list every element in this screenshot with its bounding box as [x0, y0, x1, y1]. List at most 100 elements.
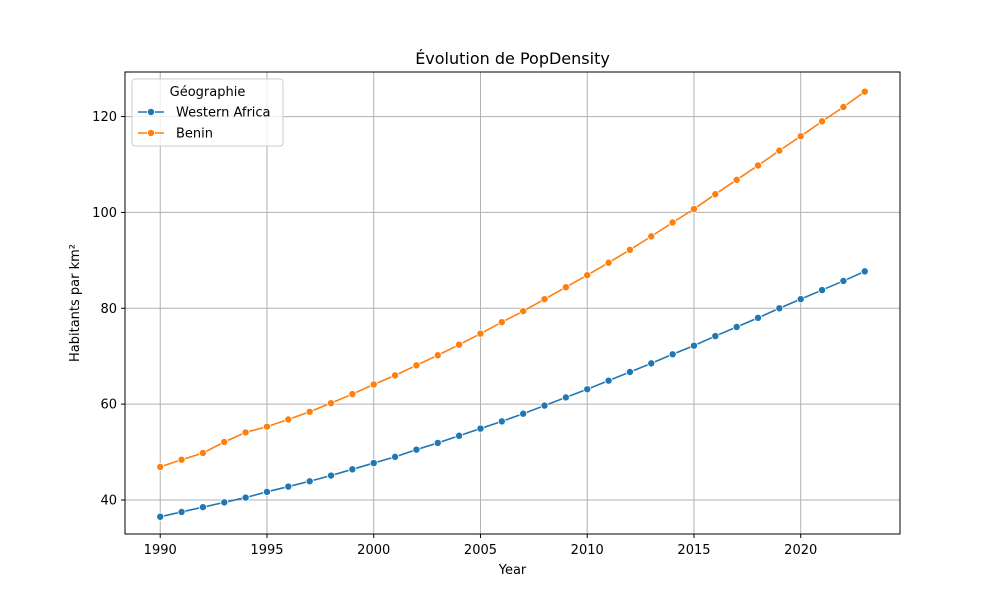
data-point-western-africa	[818, 286, 827, 295]
plot-area	[125, 72, 900, 534]
legend-label: Benin	[176, 127, 213, 142]
data-point-benin	[198, 449, 207, 458]
data-point-benin	[668, 218, 677, 227]
data-point-benin	[369, 380, 378, 389]
data-point-western-africa	[796, 295, 805, 304]
legend-entries: Western Africa Benin	[138, 106, 271, 142]
data-point-benin	[262, 422, 271, 431]
legend-entry-benin: Benin	[138, 127, 213, 142]
data-point-western-africa	[625, 368, 634, 377]
data-point-benin	[775, 146, 784, 155]
data-point-benin	[647, 232, 656, 241]
x-tick-label: 1995	[250, 543, 283, 558]
y-axis-label: Habitants par km²	[68, 244, 83, 362]
data-point-benin	[348, 390, 357, 399]
data-point-benin	[732, 175, 741, 184]
data-point-western-africa	[540, 401, 549, 410]
data-point-benin	[604, 258, 613, 267]
legend: Géographie Western Africa Benin	[131, 78, 284, 147]
data-point-western-africa	[327, 471, 336, 480]
x-tick-label: 2010	[571, 543, 604, 558]
data-point-benin	[561, 283, 570, 292]
data-point-western-africa	[732, 322, 741, 331]
data-point-benin	[796, 132, 805, 141]
data-point-western-africa	[177, 507, 186, 516]
data-point-western-africa	[583, 385, 592, 394]
data-point-benin	[220, 437, 229, 446]
data-point-benin	[241, 428, 250, 437]
series-benin	[156, 87, 869, 471]
x-tick-label: 2020	[784, 543, 817, 558]
data-point-western-africa	[305, 477, 314, 486]
data-point-western-africa	[369, 459, 378, 468]
chart-title: Évolution de PopDensity	[415, 49, 610, 68]
data-point-benin	[433, 351, 442, 360]
x-tick-label: 1990	[144, 543, 177, 558]
y-tick-label: 80	[100, 302, 117, 317]
data-point-benin	[625, 245, 634, 254]
data-point-benin	[540, 295, 549, 304]
data-point-benin	[391, 371, 400, 380]
data-point-western-africa	[284, 482, 293, 491]
data-point-western-africa	[391, 452, 400, 461]
data-point-benin	[177, 455, 186, 464]
data-point-benin	[412, 361, 421, 370]
y-tick-label: 40	[100, 493, 117, 508]
data-point-western-africa	[711, 332, 720, 341]
legend-swatch-marker	[146, 108, 155, 117]
data-point-western-africa	[839, 276, 848, 285]
data-point-benin	[839, 102, 848, 111]
data-point-benin	[455, 340, 464, 349]
y-tick-label: 120	[92, 110, 117, 125]
data-point-western-africa	[775, 304, 784, 313]
data-point-benin	[497, 318, 506, 327]
data-point-benin	[327, 399, 336, 408]
data-point-benin	[689, 205, 698, 214]
data-point-benin	[860, 87, 869, 96]
data-point-benin	[156, 462, 165, 471]
plot-frame	[124, 71, 901, 535]
data-point-western-africa	[754, 313, 763, 322]
data-point-benin	[754, 161, 763, 170]
data-point-western-africa	[689, 341, 698, 350]
data-point-western-africa	[647, 359, 656, 368]
legend-label: Western Africa	[176, 106, 271, 121]
data-point-western-africa	[198, 503, 207, 512]
legend-title: Géographie	[170, 85, 246, 100]
series-line-western-africa	[160, 270, 866, 518]
data-point-benin	[583, 271, 592, 280]
data-point-western-africa	[433, 438, 442, 447]
data-point-benin	[476, 329, 485, 338]
y-tick-label: 100	[92, 206, 117, 221]
data-point-western-africa	[455, 431, 464, 440]
y-axis: 40 60 80 100 120	[92, 110, 125, 508]
data-point-western-africa	[220, 498, 229, 507]
data-point-western-africa	[476, 424, 485, 433]
data-point-benin	[711, 190, 720, 199]
data-point-western-africa	[668, 350, 677, 359]
x-axis: 1990 1995 2000 2005 2010 2015 2020	[144, 534, 817, 558]
x-tick-label: 2000	[357, 543, 390, 558]
legend-swatch-marker	[146, 128, 155, 137]
legend-entry-western-africa: Western Africa	[138, 106, 271, 121]
data-point-western-africa	[156, 512, 165, 521]
series-western-africa	[156, 267, 869, 521]
data-point-western-africa	[497, 417, 506, 426]
data-point-western-africa	[241, 493, 250, 502]
data-point-benin	[519, 307, 528, 316]
y-tick-label: 60	[100, 398, 117, 413]
data-point-western-africa	[604, 376, 613, 385]
data-point-western-africa	[860, 267, 869, 276]
x-tick-label: 2005	[464, 543, 497, 558]
legend-box	[131, 78, 284, 147]
series-line-benin	[159, 91, 866, 468]
data-point-benin	[305, 407, 314, 416]
data-point-western-africa	[348, 465, 357, 474]
data-point-western-africa	[412, 445, 421, 454]
data-point-benin	[284, 415, 293, 424]
x-axis-label: Year	[498, 563, 527, 578]
data-point-western-africa	[262, 487, 271, 496]
data-point-western-africa	[561, 393, 570, 402]
data-point-western-africa	[519, 409, 528, 418]
